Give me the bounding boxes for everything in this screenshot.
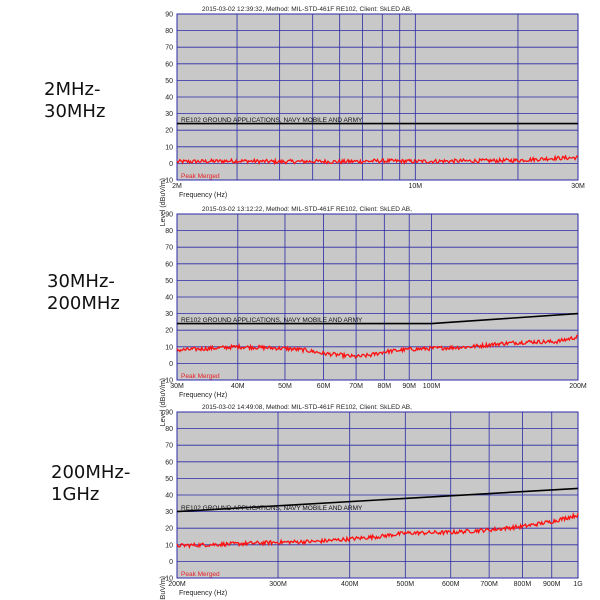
x-tick-label: 400M — [341, 581, 359, 588]
range-label-200mhz-1ghz: 200MHz- 1GHz — [51, 462, 131, 505]
y-tick-label: 10 — [165, 542, 173, 549]
measured-trace — [176, 154, 579, 166]
x-tick-label: 30M — [170, 383, 184, 390]
measured-trace — [176, 334, 579, 360]
x-tick-label: 40M — [231, 383, 245, 390]
x-tick-label: 300M — [269, 581, 287, 588]
x-tick-label: 60M — [317, 383, 331, 390]
y-tick-label: 60 — [165, 261, 173, 268]
y-tick-label: 40 — [165, 95, 173, 102]
x-tick-label: 90M — [402, 383, 416, 390]
measured-trace — [176, 511, 579, 550]
y-tick-label: 80 — [165, 426, 173, 433]
y-tick-label: 60 — [165, 459, 173, 466]
y-tick-label: 40 — [165, 295, 173, 302]
x-tick-label: 30M — [571, 183, 585, 190]
x-tick-label: 100M — [423, 383, 441, 390]
y-tick-label: 50 — [165, 78, 173, 85]
x-tick-label: 600M — [442, 581, 460, 588]
y-tick-label: 0 — [169, 161, 173, 168]
limit-label: RE102 GROUND APPLICATIONS, NAVY MOBILE A… — [181, 505, 363, 512]
y-tick-label: 20 — [165, 328, 173, 335]
x-tick-label: 500M — [397, 581, 415, 588]
y-tick-label: 20 — [165, 128, 173, 135]
x-tick-label: 900M — [543, 581, 561, 588]
x-axis-label: Frequency (Hz) — [179, 392, 227, 399]
y-tick-label: 90 — [165, 212, 173, 219]
y-tick-label: 80 — [165, 228, 173, 235]
y-tick-label: 70 — [165, 45, 173, 52]
y-tick-label: 30 — [165, 311, 173, 318]
limit-line — [177, 312, 579, 325]
x-tick-label: 2M — [172, 183, 182, 190]
chart-header: 2015-03-02 14:49:08, Method: MIL-STD-461… — [202, 404, 412, 411]
x-axis-label: Frequency (Hz) — [179, 192, 227, 199]
y-tick-label: 70 — [165, 245, 173, 252]
x-tick-label: 700M — [480, 581, 498, 588]
y-tick-label: 70 — [165, 443, 173, 450]
y-tick-label: -10 — [163, 378, 173, 385]
x-tick-label: 800M — [514, 581, 532, 588]
series-label: Peak Merged — [181, 373, 220, 380]
y-tick-label: 50 — [165, 278, 173, 285]
y-tick-label: -10 — [163, 576, 173, 583]
x-tick-label: 200M — [569, 383, 587, 390]
y-tick-label: 0 — [169, 559, 173, 566]
y-tick-label: 20 — [165, 526, 173, 533]
limit-label: RE102 GROUND APPLICATIONS, NAVY MOBILE A… — [181, 117, 363, 124]
x-tick-label: 50M — [278, 383, 292, 390]
plot-border — [176, 213, 579, 381]
plot-border — [176, 13, 579, 181]
y-axis-label: Level (dBuV/m) — [160, 378, 167, 426]
limit-line — [176, 487, 579, 513]
limit-label: RE102 GROUND APPLICATIONS, NAVY MOBILE A… — [181, 317, 363, 324]
y-tick-label: -10 — [163, 178, 173, 185]
y-tick-label: 80 — [165, 28, 173, 35]
x-tick-label: 10M — [409, 183, 423, 190]
y-axis-label: Level (dBuV/m) — [160, 576, 167, 600]
y-tick-label: 10 — [165, 144, 173, 151]
x-axis-label: Frequency (Hz) — [179, 590, 227, 597]
y-tick-label: 30 — [165, 509, 173, 516]
series-label: Peak Merged — [181, 173, 220, 180]
series-label: Peak Merged — [181, 571, 220, 578]
x-tick-label: 1G — [573, 581, 582, 588]
y-axis-label: Level (dBuV/m) — [160, 178, 167, 226]
range-label-30mhz-200mhz: 30MHz- 200MHz — [47, 271, 120, 314]
y-tick-label: 60 — [165, 61, 173, 68]
plot-border — [176, 411, 579, 579]
y-tick-label: 40 — [165, 493, 173, 500]
y-tick-label: 50 — [165, 476, 173, 483]
x-tick-label: 70M — [349, 383, 363, 390]
y-tick-label: 0 — [169, 361, 173, 368]
chart-header: 2015-03-02 13:12:22, Method: MIL-STD-461… — [202, 206, 412, 213]
chart-header: 2015-03-02 12:39:32, Method: MIL-STD-461… — [202, 6, 412, 13]
range-label-2mhz-30mhz: 2MHz- 30MHz — [44, 79, 106, 122]
y-tick-label: 90 — [165, 410, 173, 417]
x-tick-label: 80M — [378, 383, 392, 390]
y-tick-label: 10 — [165, 344, 173, 351]
x-tick-label: 200M — [168, 581, 186, 588]
y-tick-label: 90 — [165, 12, 173, 19]
y-tick-label: 30 — [165, 111, 173, 118]
